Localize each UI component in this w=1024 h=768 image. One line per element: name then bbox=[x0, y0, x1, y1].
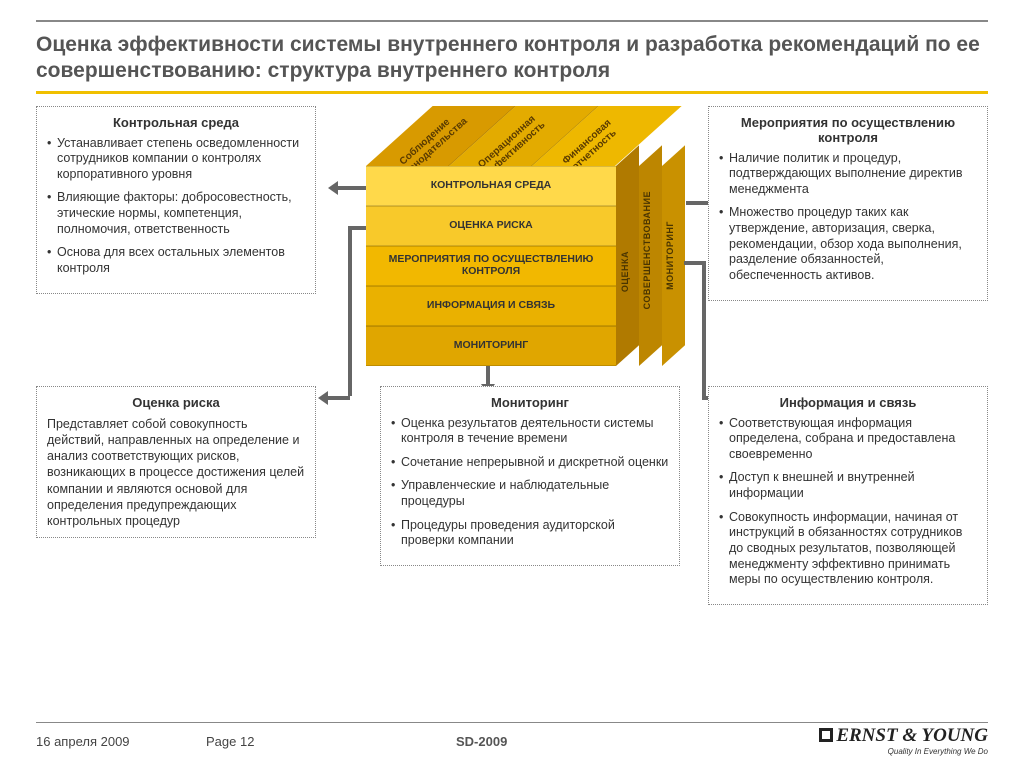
ey-logo-icon bbox=[819, 728, 833, 742]
list-item: Устанавливает степень осведомленности со… bbox=[47, 136, 305, 183]
cube-layer-3: МЕРОПРИЯТИЯ ПО ОСУЩЕСТВЛЕНИЮ КОНТРОЛЯ bbox=[366, 246, 616, 286]
box-control-environment: Контрольная среда Устанавливает степень … bbox=[36, 106, 316, 294]
list-item: Множество процедур таких как утверждение… bbox=[719, 205, 977, 283]
slide: Оценка эффективности системы внутреннего… bbox=[0, 0, 1024, 768]
box-information-communication: Информация и связь Соответствующая инфор… bbox=[708, 386, 988, 605]
slide-body: Соблюдение законодательства Операционная… bbox=[36, 106, 988, 696]
top-rule bbox=[36, 20, 988, 22]
cube-side-label-2: СОВЕРШЕНСТВОВАНИЕ bbox=[642, 191, 652, 309]
box-title: Контрольная среда bbox=[47, 115, 305, 130]
list-item: Совокупность информации, начиная от инст… bbox=[719, 510, 977, 588]
cube-layer-1: КОНТРОЛЬНАЯ СРЕДА bbox=[366, 166, 616, 206]
ey-wordmark: ERNST & YOUNG bbox=[819, 725, 988, 747]
footer-page: Page 12 bbox=[206, 734, 346, 749]
footer-date: 16 апреля 2009 bbox=[36, 734, 206, 749]
cube-layer-2: ОЦЕНКА РИСКА bbox=[366, 206, 616, 246]
list-item: Основа для всех остальных элементов конт… bbox=[47, 245, 305, 276]
cube-front: КОНТРОЛЬНАЯ СРЕДА ОЦЕНКА РИСКА МЕРОПРИЯТ… bbox=[366, 166, 616, 366]
box-risk-assessment: Оценка риска Представляет собой совокупн… bbox=[36, 386, 316, 539]
cube-layer-5: МОНИТОРИНГ bbox=[366, 326, 616, 366]
box-list: Наличие политик и процедур, подтверждающ… bbox=[719, 151, 977, 284]
accent-rule bbox=[36, 91, 988, 94]
box-list: Соответствующая информация определена, с… bbox=[719, 416, 977, 588]
cube-side-label-1: ОЦЕНКА bbox=[620, 251, 630, 292]
arrow-risk-h2 bbox=[326, 396, 350, 400]
list-item: Оценка результатов деятельности системы … bbox=[391, 416, 669, 447]
slide-title: Оценка эффективности системы внутреннего… bbox=[36, 32, 988, 85]
box-title: Мониторинг bbox=[391, 395, 669, 410]
list-item: Соответствующая информация определена, с… bbox=[719, 416, 977, 463]
cube-side-label-3: МОНИТОРИНГ bbox=[665, 221, 675, 290]
list-item: Доступ к внешней и внутренней информации bbox=[719, 470, 977, 501]
box-title: Оценка риска bbox=[47, 395, 305, 410]
coso-cube: Соблюдение законодательства Операционная… bbox=[366, 106, 686, 366]
ey-brand: ERNST & YOUNG bbox=[836, 725, 988, 746]
list-item: Управленческие и наблюдательные процедур… bbox=[391, 478, 669, 509]
cube-layer-4: ИНФОРМАЦИЯ И СВЯЗЬ bbox=[366, 286, 616, 326]
box-title: Мероприятия по осуществлению контроля bbox=[719, 115, 977, 145]
box-control-activities: Мероприятия по осуществлению контроля На… bbox=[708, 106, 988, 301]
box-list: Оценка результатов деятельности системы … bbox=[391, 416, 669, 549]
box-text: Представляет собой совокупность действий… bbox=[47, 416, 305, 530]
arrow-info-v bbox=[702, 261, 706, 396]
list-item: Сочетание непрерывной и дискретной оценк… bbox=[391, 455, 669, 471]
box-monitoring: Мониторинг Оценка результатов деятельнос… bbox=[380, 386, 680, 566]
box-list: Устанавливает степень осведомленности со… bbox=[47, 136, 305, 277]
list-item: Процедуры проведения аудиторской проверк… bbox=[391, 518, 669, 549]
footer-logo: ERNST & YOUNG Quality In Everything We D… bbox=[819, 725, 988, 756]
slide-footer: 16 апреля 2009 Page 12 SD-2009 ERNST & Y… bbox=[36, 722, 988, 754]
arrowhead-risk-icon bbox=[318, 391, 328, 405]
list-item: Влияющие факторы: добросовестность, этич… bbox=[47, 190, 305, 237]
ey-tagline: Quality In Everything We Do bbox=[819, 747, 988, 756]
list-item: Наличие политик и процедур, подтверждающ… bbox=[719, 151, 977, 198]
arrow-monitoring-v bbox=[486, 366, 490, 386]
arrow-risk-v bbox=[348, 226, 352, 396]
box-title: Информация и связь bbox=[719, 395, 977, 410]
footer-conf: SD-2009 bbox=[456, 734, 507, 749]
arrowhead-left-icon bbox=[328, 181, 338, 195]
arrow-to-control-env bbox=[336, 186, 366, 190]
